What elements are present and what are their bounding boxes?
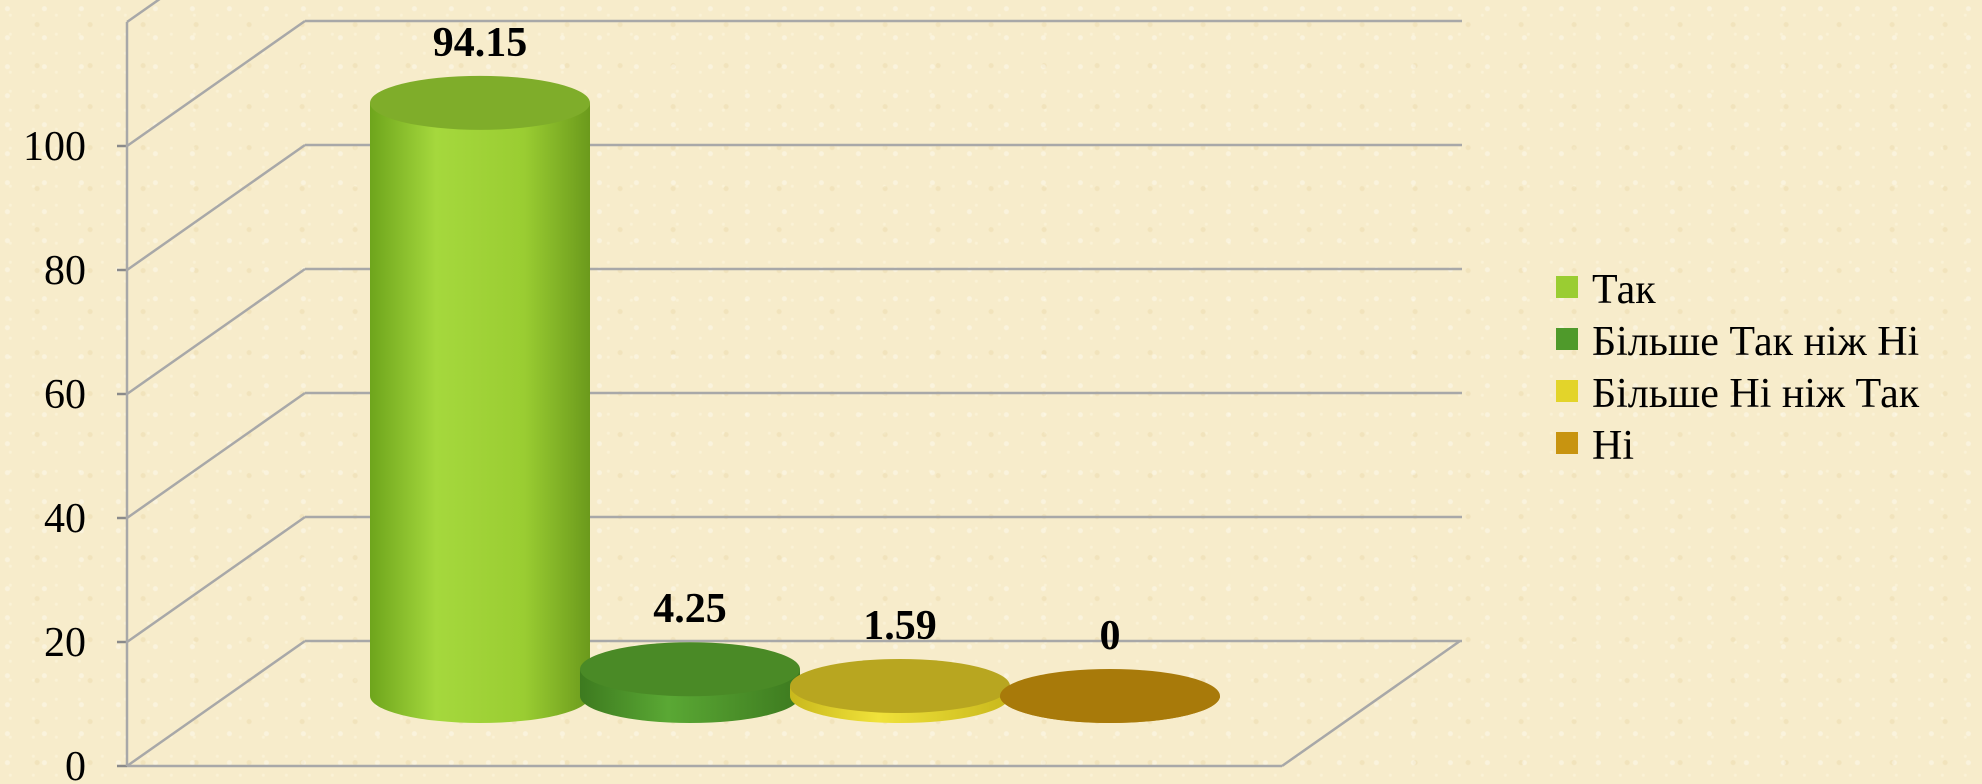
side-gridline	[126, 19, 306, 148]
y-tick-label: 80	[44, 248, 86, 294]
floor-right-edge	[1281, 639, 1461, 768]
y-tick-label: 40	[44, 496, 86, 542]
bar-0	[370, 75, 590, 723]
legend-label: Так	[1592, 267, 1656, 313]
y-tick-label: 100	[23, 124, 86, 170]
side-gridline	[126, 515, 306, 644]
legend-label: Більше Ні ніж Так	[1592, 371, 1920, 417]
bar-3	[1000, 669, 1220, 723]
bar-body	[370, 102, 590, 723]
y-tick-label: 20	[44, 620, 86, 666]
bar-cap	[790, 658, 1010, 713]
y-tick-label: 60	[44, 372, 86, 418]
data-label: 0	[1100, 613, 1121, 659]
legend-swatch	[1556, 432, 1578, 454]
y-tick-label: 0	[65, 744, 86, 784]
bar-cap	[580, 642, 800, 697]
legend-swatch	[1556, 328, 1578, 350]
legend-swatch	[1556, 380, 1578, 402]
bar-cap	[370, 75, 590, 130]
side-gridline	[126, 391, 306, 520]
legend-label: Ні	[1592, 423, 1634, 469]
data-label: 4.25	[653, 586, 727, 632]
bar-cap	[1000, 669, 1220, 723]
bar-2	[790, 658, 1010, 723]
side-gridline	[126, 267, 306, 396]
legend-swatch	[1556, 276, 1578, 298]
side-gridline	[126, 639, 306, 768]
legend-label: Більше Так ніж Ні	[1592, 319, 1919, 365]
side-wall-top-line	[126, 0, 161, 24]
side-gridline	[126, 143, 306, 272]
data-label: 94.15	[433, 20, 528, 66]
data-label: 1.59	[863, 603, 937, 649]
bar-1	[580, 642, 800, 723]
